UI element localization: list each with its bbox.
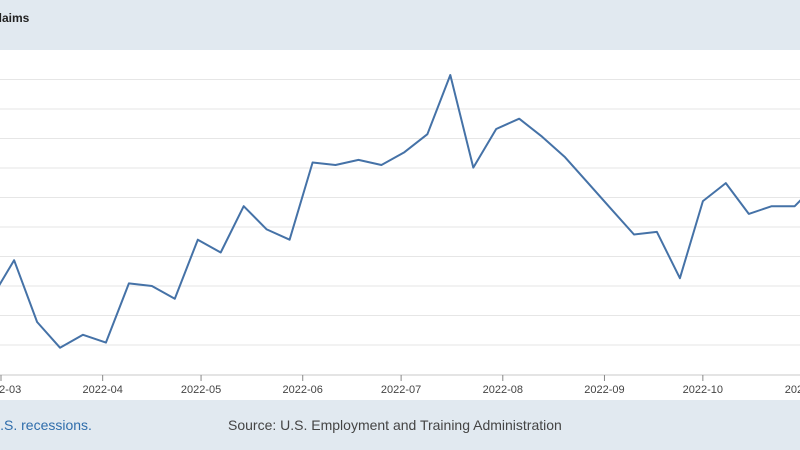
source-text: Source: U.S. Employment and Training Adm… [228,417,562,433]
series-line-0 [0,74,800,349]
x-tick-label: 2022-09 [584,384,624,396]
x-tick-label: 2022-07 [381,384,421,396]
chart-title: Claims [0,11,30,25]
x-tick-label: 2022-08 [483,384,523,396]
x-tick-label: 2022-06 [283,384,323,396]
recessions-link[interactable]: U.S. recessions. [0,417,92,433]
x-tick-label: 2022-04 [82,384,122,396]
chart-footer: U.S. recessions. Source: U.S. Employment… [0,400,800,450]
x-tick-label: 2022-10 [683,384,723,396]
x-tick-label: 2022-05 [181,384,221,396]
chart-header: Claims [0,0,800,50]
line-chart: 2022-03 2022-04 2022-05 2022-06 2022-07 2022-… [0,74,800,396]
x-tick-label: 2022-11 [785,384,800,396]
plot-area: 2022-03 2022-04 2022-05 2022-06 2022-07 2022-… [0,50,800,400]
x-tick-label: 2022-03 [0,384,21,396]
